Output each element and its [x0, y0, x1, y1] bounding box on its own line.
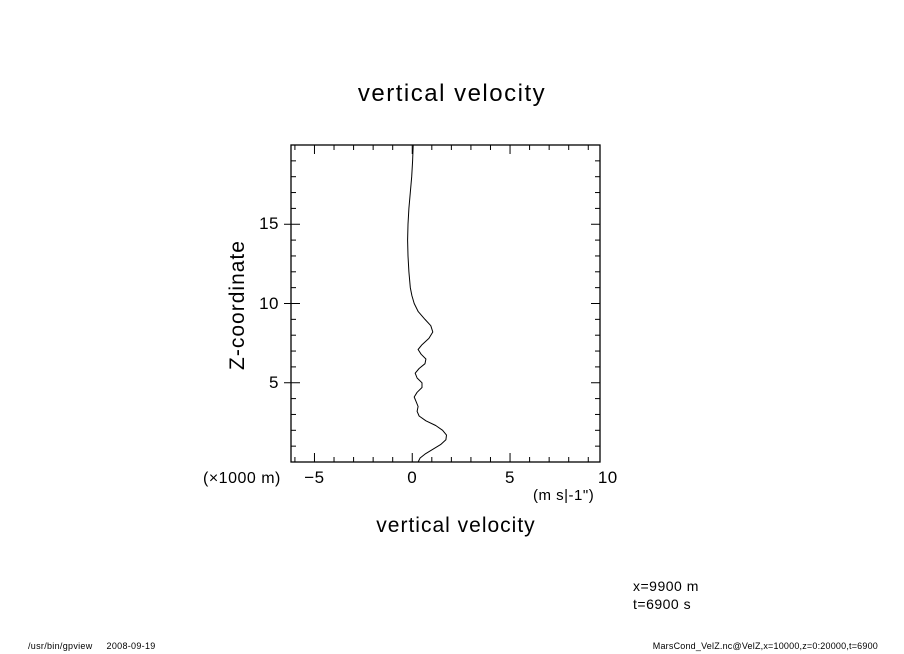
y-axis-unit: (×1000 m) — [203, 470, 281, 487]
y-tick-label: 5 — [269, 372, 279, 392]
x-tick-label: 0 — [407, 468, 418, 487]
footer-date: 2008-09-19 — [106, 641, 156, 651]
velocity-profile-line — [407, 144, 447, 463]
x-tick-label: 5 — [505, 468, 516, 487]
chart-title: vertical velocity — [357, 80, 547, 107]
plot-area — [284, 144, 601, 463]
footer-dataset-info: MarsCond_VelZ.nc@VelZ,x=10000,z=0:20000,… — [652, 641, 878, 651]
x-tick-label: −5 — [304, 468, 325, 487]
footer-program-info: /usr/bin/gpview 2008-09-19 — [28, 641, 170, 651]
annotation-time: t=6900 s — [633, 596, 692, 612]
annotation-x-position: x=9900 m — [633, 578, 699, 594]
x-axis-title: vertical velocity — [376, 514, 536, 537]
y-tick-label: 15 — [259, 214, 279, 234]
y-tick-label: 10 — [259, 293, 279, 313]
x-tick-label: 10 — [597, 468, 618, 487]
annotation-block: x=9900 m t=6900 s — [633, 577, 699, 613]
x-axis-unit: (m s|-1") — [533, 487, 595, 504]
footer-program-path: /usr/bin/gpview — [28, 641, 93, 651]
